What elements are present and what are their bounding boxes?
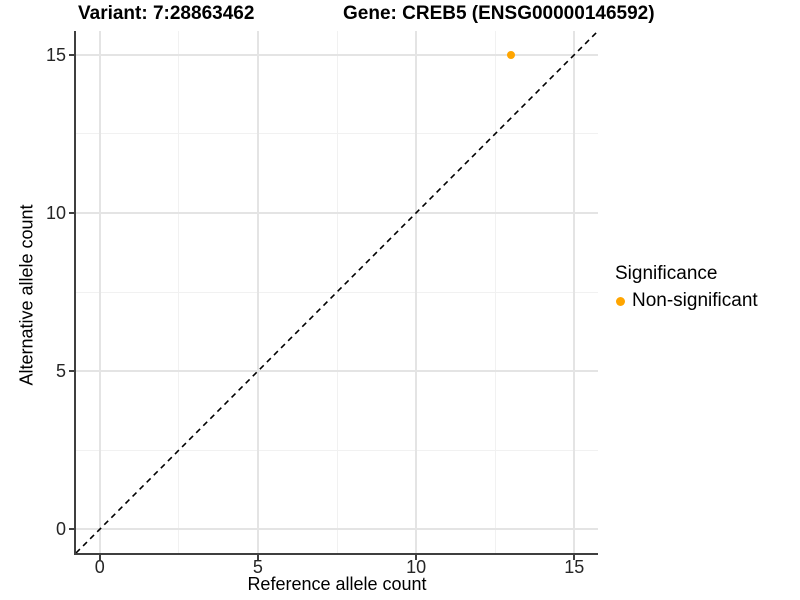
y-tick-label: 10	[45, 202, 66, 223]
major-gridline-vertical	[98, 31, 101, 553]
x-tick-mark	[415, 555, 418, 560]
minor-gridline-horizontal	[76, 291, 598, 293]
variant-title: Variant: 7:28863462	[78, 3, 255, 24]
y-tick-label: 15	[45, 44, 66, 65]
x-tick-mark	[573, 555, 576, 560]
y-tick-label: 0	[55, 519, 66, 540]
x-tick-label: 15	[564, 557, 585, 577]
minor-gridline-horizontal	[76, 449, 598, 451]
legend-point-icon	[616, 296, 625, 306]
identity-dashed-line	[76, 31, 598, 553]
y-axis-title: Alternative allele count	[16, 204, 37, 386]
gene-title: Gene: CREB5 (ENSG00000146592)	[343, 3, 655, 24]
data-point	[507, 50, 515, 59]
x-tick-label: 5	[252, 557, 263, 577]
major-gridline-horizontal	[76, 211, 598, 214]
y-tick-mark	[69, 528, 74, 531]
major-gridline-vertical	[256, 31, 259, 553]
major-gridline-horizontal	[76, 528, 598, 531]
x-tick-label: 0	[94, 557, 105, 577]
minor-gridline-horizontal	[76, 133, 598, 135]
y-tick-label: 5	[55, 361, 66, 382]
legend-item-label: Non-significant	[632, 290, 758, 311]
legend: Significance Non-significant	[615, 263, 758, 312]
y-tick-mark	[69, 211, 74, 214]
major-gridline-vertical	[415, 31, 418, 553]
y-tick-mark	[69, 370, 74, 373]
legend-title: Significance	[615, 263, 718, 284]
x-tick-mark	[256, 555, 259, 560]
plot-panel	[74, 31, 598, 555]
major-gridline-horizontal	[76, 53, 598, 56]
major-gridline-horizontal	[76, 370, 598, 373]
x-axis-title: Reference allele count	[247, 574, 427, 594]
legend-items: Non-significant	[615, 290, 758, 312]
legend-item: Non-significant	[615, 290, 758, 312]
y-tick-mark	[69, 53, 74, 56]
x-tick-mark	[98, 555, 101, 560]
x-tick-label: 10	[406, 557, 427, 577]
major-gridline-vertical	[573, 31, 576, 553]
